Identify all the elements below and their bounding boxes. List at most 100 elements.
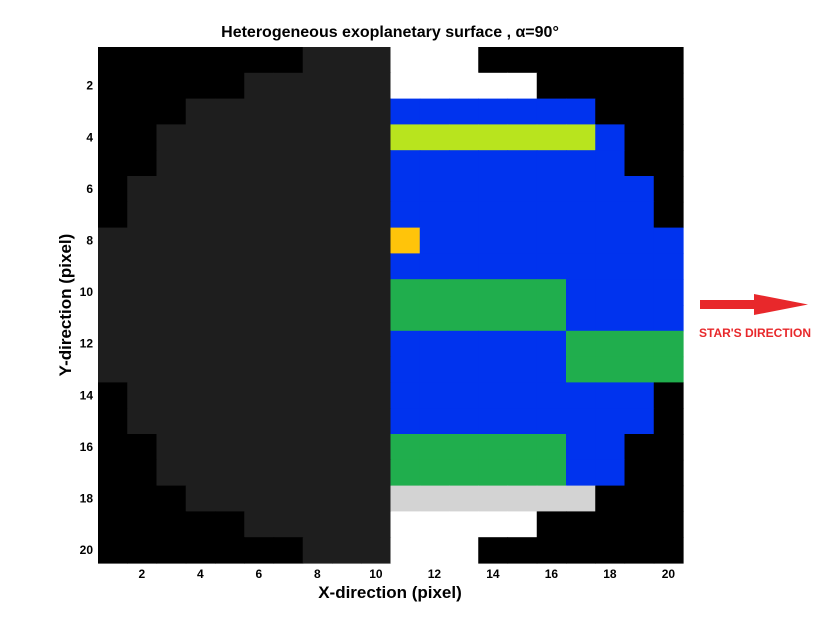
heatmap-cell [419,408,450,435]
heatmap-cell [127,485,158,512]
heatmap-cell [478,537,509,564]
heatmap-cell [185,330,216,358]
heatmap-cell [390,511,421,538]
heatmap-cell [536,124,567,151]
heatmap-cell [507,201,538,229]
heatmap-cell [536,356,567,383]
arrow-right-icon [700,294,808,315]
heatmap-cell [653,485,684,512]
heatmap-cell [332,356,362,383]
heatmap-cell [595,227,626,254]
heatmap-cell [507,330,538,358]
heatmap-cell [507,176,538,203]
heatmap-cell [332,150,362,177]
heatmap-cell [185,279,216,306]
heatmap-cell [361,511,392,538]
heatmap-cell [244,124,275,151]
heatmap-cell [215,150,245,177]
heatmap-cell [361,305,392,332]
heatmap-cell [478,253,509,280]
heatmap-cell [185,72,216,100]
heatmap-cell [156,47,187,74]
heatmap-cell [215,253,245,280]
heatmap-cell [595,330,626,358]
heatmap-cell [507,124,538,151]
heatmap-cell [536,47,567,74]
heatmap-cell [536,72,567,100]
heatmap-cell [273,330,304,358]
heatmap-cell [390,434,421,461]
heatmap-cell [624,485,655,512]
heatmap-cell [98,176,128,203]
heatmap-cell [595,537,626,564]
heatmap-cell [273,356,304,383]
heatmap-cell [566,124,596,151]
heatmap-cell [332,72,362,100]
heatmap-cell [302,98,333,125]
heatmap-cell [332,434,362,461]
heatmap-cell [302,511,333,538]
heatmap-cell [566,150,596,177]
y-tick-label: 14 [80,388,94,402]
heatmap-cell [361,72,392,100]
heatmap-cell [566,537,596,564]
heatmap-cell [273,201,304,229]
heatmap-cell [566,305,596,332]
x-tick-label: 18 [603,567,617,581]
heatmap-cell [595,382,626,409]
heatmap-cell [419,511,450,538]
chart-title: Heterogeneous exoplanetary surface , α=9… [221,24,559,41]
heatmap-cell [419,537,450,564]
x-tick-label: 20 [662,567,676,581]
heatmap-cell [624,201,655,229]
heatmap-cell [273,253,304,280]
heatmap-cell [156,305,187,332]
heatmap-cell [185,459,216,487]
heatmap-cell [302,537,333,564]
heatmap-cell [273,98,304,125]
heatmap-cell [449,124,479,151]
heatmap-cell [595,124,626,151]
heatmap-cell [156,253,187,280]
heatmap-cell [98,47,128,74]
heatmap-cell [244,537,275,564]
heatmap-cell [390,305,421,332]
heatmap-cell [98,434,128,461]
heatmap-cell [127,279,158,306]
heatmap-cell [478,279,509,306]
heatmap-cell [566,434,596,461]
x-tick-label: 12 [428,567,442,581]
heatmap-cell [156,150,187,177]
y-tick-label: 16 [80,440,94,454]
y-tick-label: 8 [86,234,93,248]
heatmap-cell [98,279,128,306]
heatmap-cell [98,382,128,409]
heatmap-cell [419,305,450,332]
heatmap-cell [302,201,333,229]
heatmap-cell [566,408,596,435]
heatmap-cell [185,485,216,512]
heatmap-cell [595,434,626,461]
heatmap-cell [478,150,509,177]
heatmap-cell [215,434,245,461]
heatmap-cell [156,408,187,435]
heatmap-cell [332,124,362,151]
heatmap-cell [302,124,333,151]
heatmap-cell [361,459,392,487]
heatmap-cell [449,150,479,177]
heatmap-cell [302,434,333,461]
heatmap-cell [127,227,158,254]
heatmap-cell [215,408,245,435]
heatmap-cell [302,330,333,358]
heatmap-cell [449,201,479,229]
heatmap-cell [273,72,304,100]
heatmap-cell [507,434,538,461]
heatmap-cell [244,253,275,280]
heatmap-cell [244,98,275,125]
heatmap-cell [302,176,333,203]
heatmap-cell [156,176,187,203]
heatmap-cell [361,98,392,125]
heatmap-cell [449,330,479,358]
heatmap-cell [361,356,392,383]
heatmap-cell [215,305,245,332]
